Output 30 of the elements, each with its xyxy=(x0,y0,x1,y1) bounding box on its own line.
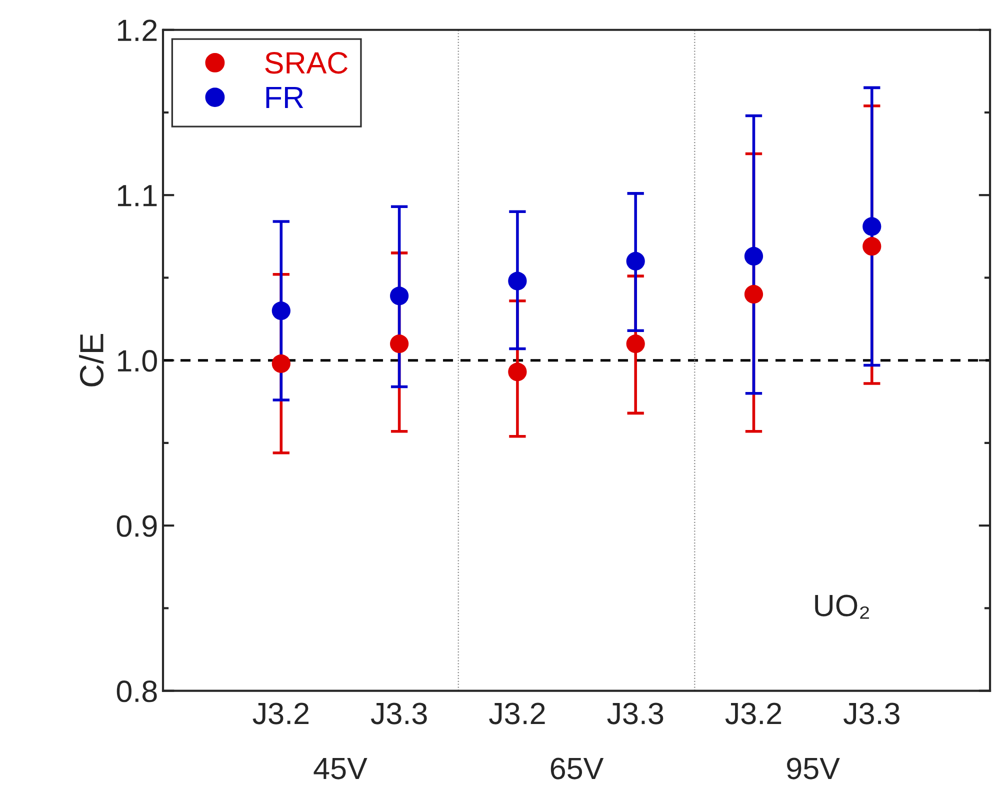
y-axis-title: C/E xyxy=(79,334,104,386)
point xyxy=(744,284,764,304)
annotation: UO₂ xyxy=(815,594,869,619)
x-tick-label: J3.3 xyxy=(370,702,427,724)
y-tick-label: 0.8 xyxy=(116,680,157,702)
x-tick-label: J3.3 xyxy=(843,702,900,724)
point xyxy=(272,301,290,320)
legend-label: SRAC xyxy=(265,52,348,74)
x-tick-label: J3.2 xyxy=(489,702,545,724)
point xyxy=(272,354,290,373)
point xyxy=(508,362,527,382)
legend-label: FR xyxy=(266,86,304,108)
x-tick-label: J3.2 xyxy=(252,702,308,724)
point xyxy=(508,272,527,290)
y-tick-label: 1.2 xyxy=(118,20,157,41)
x-tick-label: J3.3 xyxy=(607,702,664,724)
point xyxy=(626,334,645,354)
text: 45V xyxy=(314,758,368,780)
text: 95V xyxy=(787,758,840,780)
y-tick-label: 1.1 xyxy=(118,185,157,206)
y-tick-label: 0.9 xyxy=(116,515,157,537)
text: 65V xyxy=(550,758,604,780)
point xyxy=(862,217,882,236)
point xyxy=(862,236,882,256)
point xyxy=(390,334,409,354)
point xyxy=(626,252,645,271)
y-tick-label: 1.0 xyxy=(118,350,157,372)
point xyxy=(390,286,409,306)
point xyxy=(744,246,764,266)
x-tick-label: J3.2 xyxy=(725,702,782,724)
